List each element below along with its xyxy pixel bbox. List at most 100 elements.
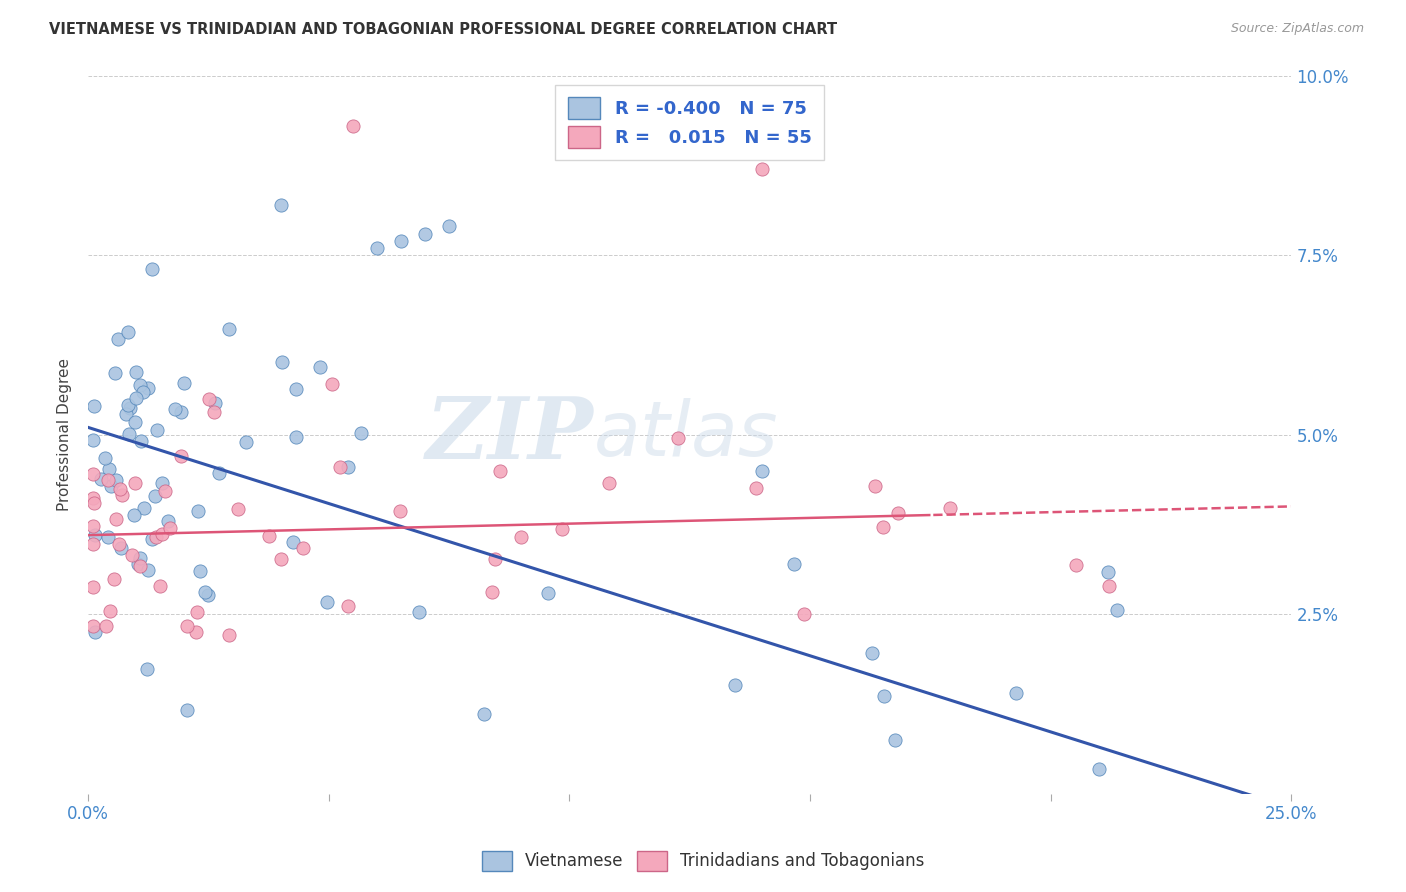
Point [118,401,141,415]
Point [117,325,139,339]
Point [108,482,131,496]
Point [150,476,173,491]
Point [793,607,815,622]
Point [284,382,307,396]
Point [474,707,496,722]
Point [309,359,332,374]
Point [389,504,412,518]
Point [198,392,221,407]
Point [872,520,894,534]
Point [84,528,107,542]
Point [744,481,766,495]
Point [83,399,105,413]
Point [939,501,962,516]
Point [724,678,747,692]
Point [136,381,159,395]
Point [484,551,506,566]
Point [270,552,292,566]
Point [860,646,883,660]
Point [389,234,412,248]
Point [82,537,104,551]
Point [124,508,146,522]
Point [104,366,127,380]
Point [270,198,292,212]
Point [408,605,430,619]
Point [82,467,104,482]
Point [1105,603,1128,617]
Point [125,391,148,405]
Point [100,479,122,493]
Point [188,564,211,578]
Point [271,355,294,369]
Point [134,500,156,515]
Point [121,548,143,562]
Point [97,473,120,487]
Point [132,384,155,399]
Point [90,472,112,486]
Point [170,405,193,419]
Y-axis label: Professional Degree: Professional Degree [58,358,72,511]
Point [1097,565,1119,579]
Point [751,161,773,176]
Point [285,430,308,444]
Point [104,512,127,526]
Point [328,460,350,475]
Point [1004,686,1026,700]
Point [884,733,907,747]
Point [141,261,163,276]
Point [129,550,152,565]
Point [110,541,132,555]
Point [105,473,128,487]
Point [149,579,172,593]
Text: Source: ZipAtlas.com: Source: ZipAtlas.com [1230,22,1364,36]
Point [97,530,120,544]
Point [413,227,436,241]
Point [176,703,198,717]
Point [437,219,460,234]
Point [1066,558,1088,572]
Point [226,501,249,516]
Point [128,559,150,574]
Point [887,506,910,520]
Point [146,423,169,437]
Text: ZIP: ZIP [426,392,593,476]
Point [108,537,131,551]
Point [197,588,219,602]
Point [143,490,166,504]
Point [202,405,225,419]
Point [315,595,337,609]
Point [218,322,240,336]
Point [135,662,157,676]
Point [117,398,139,412]
Point [150,526,173,541]
Point [184,625,207,640]
Point [124,475,146,490]
Point [208,466,231,480]
Point [131,434,153,448]
Point [82,618,104,632]
Point [82,491,104,505]
Point [127,558,149,572]
Point [336,460,359,475]
Point [783,558,806,572]
Point [204,395,226,409]
Point [103,572,125,586]
Point [349,425,371,440]
Point [751,463,773,477]
Point [666,431,689,445]
Point [489,464,512,478]
Point [156,515,179,529]
Text: atlas: atlas [593,398,778,472]
Point [257,529,280,543]
Point [97,462,120,476]
Point [537,586,560,600]
Point [82,433,104,447]
Point [863,479,886,493]
Text: VIETNAMESE VS TRINIDADIAN AND TOBAGONIAN PROFESSIONAL DEGREE CORRELATION CHART: VIETNAMESE VS TRINIDADIAN AND TOBAGONIAN… [49,22,838,37]
Point [481,584,503,599]
Point [342,119,364,133]
Point [138,563,160,577]
Point [117,427,139,442]
Legend: R = -0.400   N = 75, R =   0.015   N = 55: R = -0.400 N = 75, R = 0.015 N = 55 [555,85,824,161]
Point [1097,579,1119,593]
